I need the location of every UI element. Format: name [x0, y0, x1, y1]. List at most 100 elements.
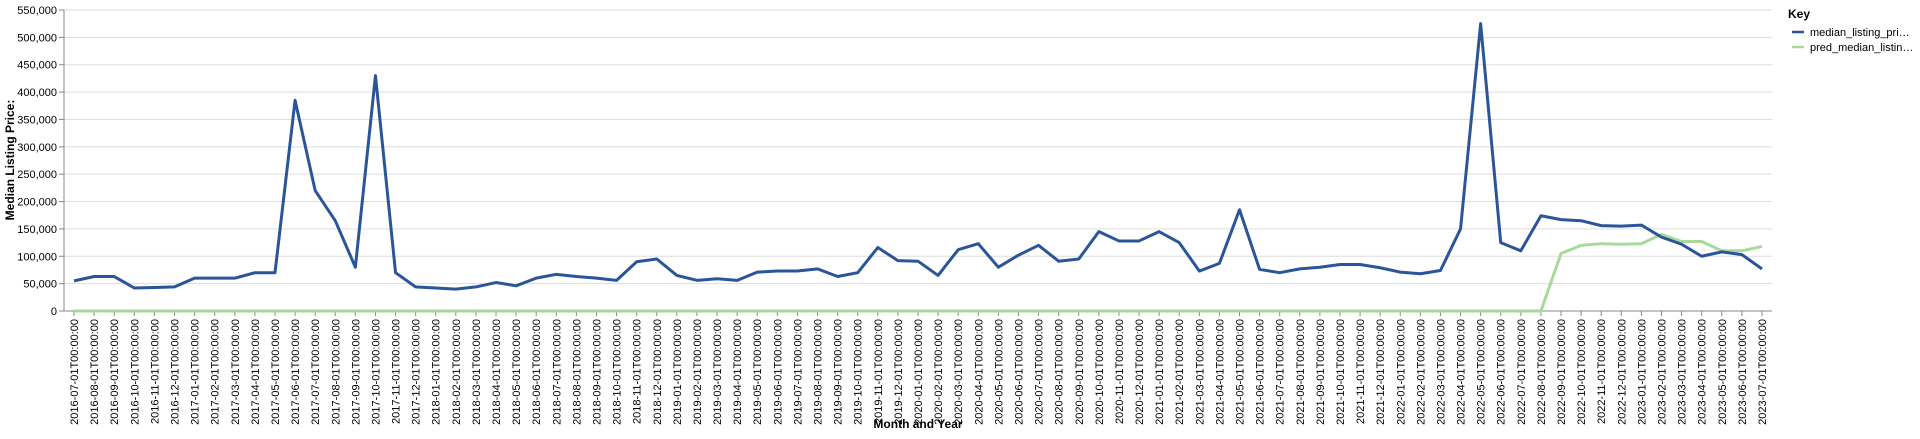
y-tick-label: 0: [51, 306, 57, 318]
x-tick-label: 2020-03-01T00:00:00: [953, 319, 965, 425]
x-tick-label: 2021-06-01T00:00:00: [1255, 319, 1267, 425]
x-tick-label: 2023-03-01T00:00:00: [1677, 319, 1689, 425]
x-tick-label: 2020-05-01T00:00:00: [993, 319, 1005, 425]
x-tick-label: 2017-10-01T00:00:00: [370, 319, 382, 425]
x-tick-label: 2018-03-01T00:00:00: [471, 319, 483, 425]
x-tick-label: 2022-08-01T00:00:00: [1536, 319, 1548, 425]
x-tick-label: 2019-11-01T00:00:00: [873, 319, 885, 424]
x-axis-title: Month and Year: [873, 417, 962, 431]
x-tick-label: 2019-08-01T00:00:00: [813, 319, 825, 425]
x-tick-label: 2019-07-01T00:00:00: [792, 319, 804, 425]
x-tick-label: 2021-07-01T00:00:00: [1275, 319, 1287, 425]
x-tick-label: 2021-11-01T00:00:00: [1355, 319, 1367, 424]
x-tick-label: 2021-03-01T00:00:00: [1194, 319, 1206, 425]
x-tick-label: 2019-12-01T00:00:00: [893, 319, 905, 425]
x-tick-label: 2019-03-01T00:00:00: [712, 319, 724, 425]
legend-label: median_listing_pri…: [1810, 27, 1910, 39]
x-tick-label: 2018-02-01T00:00:00: [451, 319, 463, 425]
x-tick-label: 2023-01-01T00:00:00: [1636, 319, 1648, 425]
x-tick-label: 2019-09-01T00:00:00: [833, 319, 845, 425]
x-tick-label: 2018-12-01T00:00:00: [652, 319, 664, 425]
x-tick-label: 2017-04-01T00:00:00: [250, 319, 262, 425]
x-tick-label: 2022-05-01T00:00:00: [1476, 319, 1488, 425]
x-tick-label: 2017-03-01T00:00:00: [230, 319, 242, 425]
x-tick-label: 2021-10-01T00:00:00: [1335, 319, 1347, 425]
x-tick-label: 2021-09-01T00:00:00: [1315, 319, 1327, 425]
x-tick-label: 2017-11-01T00:00:00: [391, 319, 403, 424]
y-tick-label: 550,000: [17, 5, 57, 17]
x-tick-label: 2017-01-01T00:00:00: [190, 319, 202, 425]
x-tick-label: 2022-04-01T00:00:00: [1456, 319, 1468, 425]
x-tick-label: 2018-10-01T00:00:00: [612, 319, 624, 425]
x-tick-label: 2023-07-01T00:00:00: [1757, 319, 1769, 425]
y-tick-label: 200,000: [17, 197, 57, 209]
series-line: [74, 232, 1763, 313]
series-line: [73, 22, 1763, 291]
x-tick-label: 2020-09-01T00:00:00: [1074, 319, 1086, 425]
y-tick-label: 150,000: [17, 224, 57, 236]
x-tick-label: 2022-10-01T00:00:00: [1576, 319, 1588, 425]
x-tick-label: 2020-11-01T00:00:00: [1114, 319, 1126, 424]
x-tick-label: 2021-05-01T00:00:00: [1235, 319, 1247, 425]
x-tick-label: 2022-01-01T00:00:00: [1395, 319, 1407, 425]
x-tick-label: 2020-06-01T00:00:00: [1013, 319, 1025, 425]
x-tick-label: 2016-08-01T00:00:00: [89, 319, 101, 425]
x-tick-label: 2020-10-01T00:00:00: [1094, 319, 1106, 425]
x-tick-label: 2018-06-01T00:00:00: [531, 319, 543, 425]
y-axis-title: Median Listing Price:: [3, 100, 17, 221]
x-tick-label: 2022-11-01T00:00:00: [1596, 319, 1608, 424]
x-tick-label: 2017-05-01T00:00:00: [270, 319, 282, 425]
y-tick-label: 100,000: [17, 251, 57, 263]
y-tick-label: 400,000: [17, 87, 57, 99]
x-tick-label: 2019-04-01T00:00:00: [732, 319, 744, 425]
x-tick-label: 2020-08-01T00:00:00: [1054, 319, 1066, 425]
y-tick-label: 300,000: [17, 142, 57, 154]
x-tick-label: 2020-02-01T00:00:00: [933, 319, 945, 425]
x-tick-label: 2017-02-01T00:00:00: [210, 319, 222, 425]
x-tick-label: 2018-09-01T00:00:00: [591, 319, 603, 425]
x-tick-label: 2021-08-01T00:00:00: [1295, 319, 1307, 425]
y-tick-label: 350,000: [17, 114, 57, 126]
x-tick-label: 2017-09-01T00:00:00: [350, 319, 362, 425]
x-tick-label: 2019-02-01T00:00:00: [692, 319, 704, 425]
x-tick-label: 2016-07-01T00:00:00: [69, 319, 81, 425]
x-tick-label: 2023-05-01T00:00:00: [1717, 319, 1729, 425]
x-tick-label: 2019-01-01T00:00:00: [672, 319, 684, 425]
legend-title: Key: [1788, 7, 1810, 21]
x-tick-label: 2019-10-01T00:00:00: [853, 319, 865, 425]
x-tick-label: 2020-07-01T00:00:00: [1034, 319, 1046, 425]
x-tick-label: 2021-12-01T00:00:00: [1375, 319, 1387, 425]
x-tick-label: 2022-09-01T00:00:00: [1556, 319, 1568, 425]
x-tick-label: 2018-11-01T00:00:00: [632, 319, 644, 424]
x-tick-label: 2018-04-01T00:00:00: [491, 319, 503, 425]
x-tick-label: 2023-06-01T00:00:00: [1737, 319, 1749, 425]
y-tick-label: 50,000: [23, 279, 57, 291]
x-tick-label: 2021-04-01T00:00:00: [1214, 319, 1226, 425]
x-tick-label: 2018-07-01T00:00:00: [551, 319, 563, 425]
x-tick-label: 2016-12-01T00:00:00: [170, 319, 182, 425]
y-tick-label: 250,000: [17, 169, 57, 181]
x-tick-label: 2016-09-01T00:00:00: [109, 319, 121, 425]
x-tick-label: 2017-12-01T00:00:00: [411, 319, 423, 425]
x-tick-label: 2020-01-01T00:00:00: [913, 319, 925, 425]
x-tick-label: 2022-03-01T00:00:00: [1435, 319, 1447, 425]
x-tick-label: 2019-06-01T00:00:00: [772, 319, 784, 425]
x-tick-label: 2016-10-01T00:00:00: [129, 319, 141, 425]
legend-label: pred_median_listin…: [1810, 42, 1913, 54]
x-tick-label: 2017-07-01T00:00:00: [310, 319, 322, 425]
x-tick-label: 2022-07-01T00:00:00: [1516, 319, 1528, 425]
x-tick-label: 2021-02-01T00:00:00: [1174, 319, 1186, 425]
x-tick-label: 2018-08-01T00:00:00: [571, 319, 583, 425]
x-tick-label: 2017-06-01T00:00:00: [290, 319, 302, 425]
x-tick-label: 2022-02-01T00:00:00: [1415, 319, 1427, 425]
x-tick-label: 2018-01-01T00:00:00: [431, 319, 443, 425]
x-tick-label: 2021-01-01T00:00:00: [1154, 319, 1166, 425]
x-tick-label: 2018-05-01T00:00:00: [511, 319, 523, 425]
x-tick-label: 2020-12-01T00:00:00: [1134, 319, 1146, 425]
x-tick-label: 2023-02-01T00:00:00: [1656, 319, 1668, 425]
x-tick-label: 2023-04-01T00:00:00: [1697, 319, 1709, 425]
y-tick-label: 500,000: [17, 32, 57, 44]
x-tick-label: 2019-05-01T00:00:00: [752, 319, 764, 425]
x-tick-label: 2022-06-01T00:00:00: [1496, 319, 1508, 425]
